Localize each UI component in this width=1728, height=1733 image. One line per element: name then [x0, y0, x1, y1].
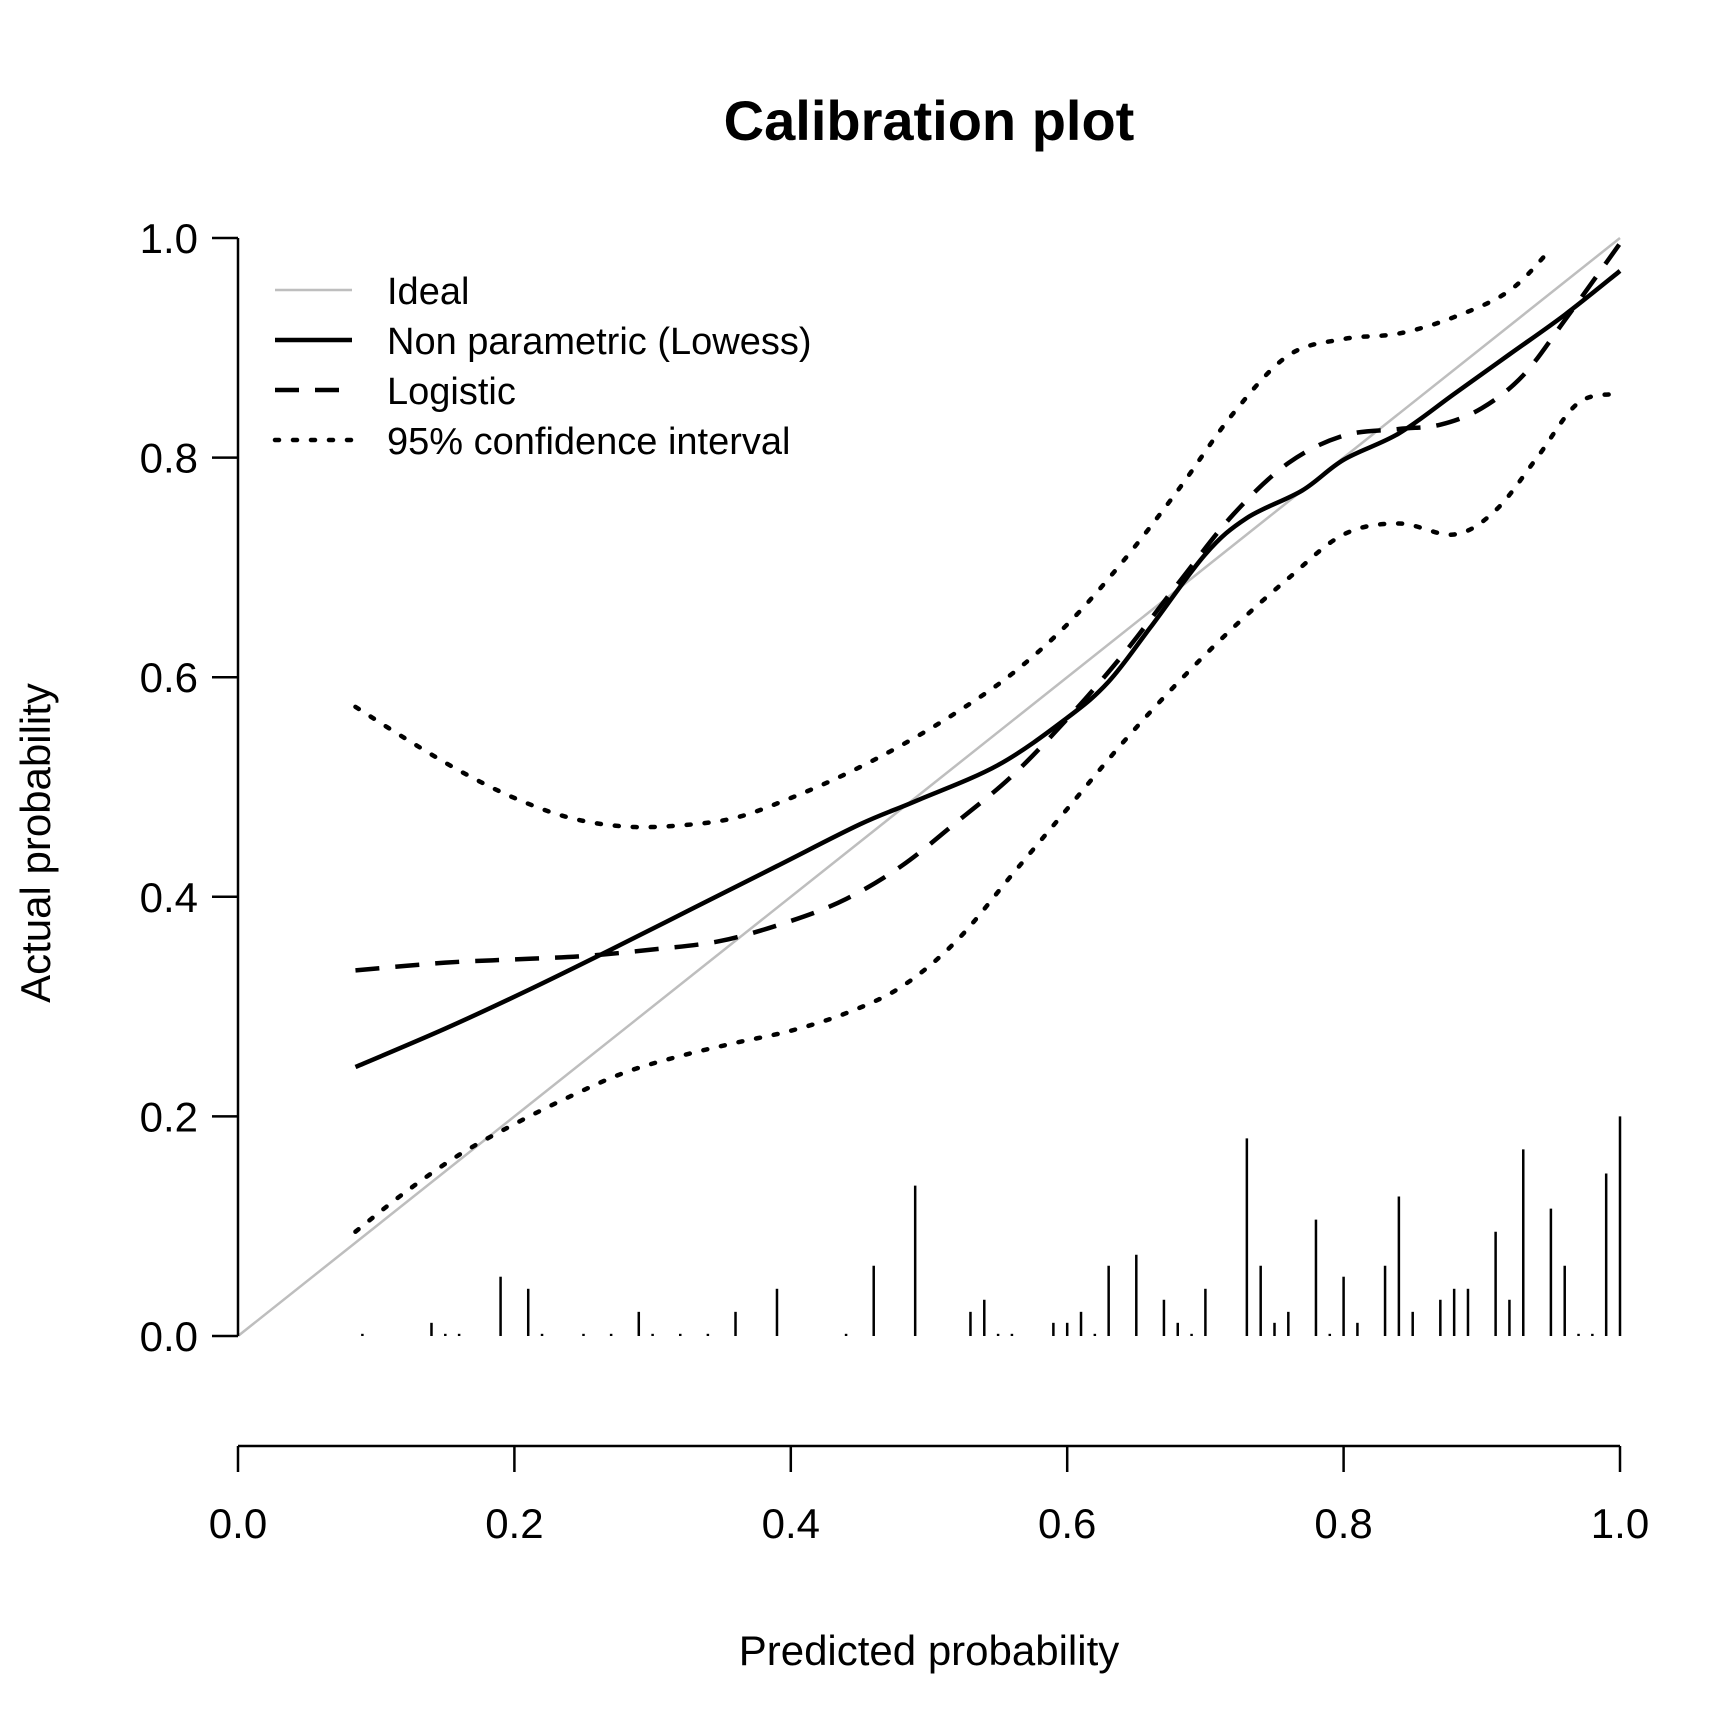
- x-axis-label: Predicted probability: [739, 1627, 1120, 1674]
- x-tick-label: 1.0: [1591, 1500, 1649, 1547]
- y-axis-label: Actual probability: [12, 683, 59, 1003]
- y-tick-label: 0.6: [140, 654, 198, 701]
- x-tick-label: 0.0: [209, 1500, 267, 1547]
- y-tick-label: 1.0: [140, 215, 198, 262]
- x-tick-label: 0.8: [1314, 1500, 1372, 1547]
- series-layer: [237, 237, 1623, 1337]
- legend-label: Non parametric (Lowess): [387, 321, 811, 363]
- legend-label: 95% confidence interval: [387, 421, 790, 463]
- x-tick-label: 0.4: [762, 1500, 820, 1547]
- x-tick-label: 0.2: [485, 1500, 543, 1547]
- series-line-dotted: [353, 246, 1554, 830]
- y-tick-label: 0.8: [140, 435, 198, 482]
- legend-label: Logistic: [387, 371, 516, 413]
- series-line-solid-gray: [237, 237, 1621, 1337]
- y-tick-label: 0.2: [140, 1093, 198, 1140]
- y-tick-label: 0.4: [140, 874, 198, 921]
- legend-label: Ideal: [387, 271, 469, 313]
- chart-title: Calibration plot: [724, 89, 1135, 152]
- y-tick-label: 0.0: [140, 1313, 198, 1360]
- rug-layer: [361, 1116, 1622, 1336]
- series-line-solid: [354, 269, 1622, 1070]
- axes-layer: 0.0 0.2 0.4 0.6 0.8 1.0 0.0 0.2 0.4 0.6 0.8 1.0: [140, 215, 1650, 1547]
- series-line-dotted: [353, 391, 1623, 1234]
- legend: Ideal Non parametric (Lowess) Logistic 95% …: [272, 271, 811, 463]
- x-tick-label: 0.6: [1038, 1500, 1096, 1547]
- series-line-dashed: [355, 242, 1622, 973]
